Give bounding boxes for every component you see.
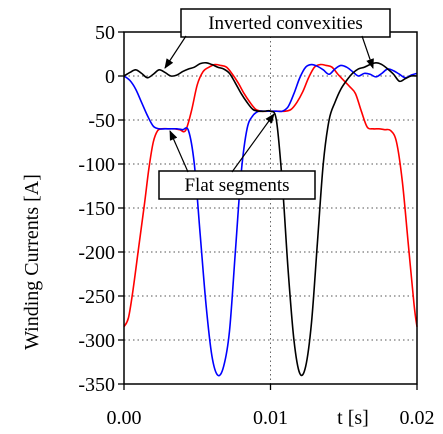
annotation-text: Flat segments bbox=[184, 175, 289, 196]
y-tick-label: -50 bbox=[88, 110, 115, 132]
annotation-arrow bbox=[169, 130, 189, 173]
annotation-text: Inverted convexities bbox=[208, 13, 363, 34]
x-tick-label: 0.00 bbox=[107, 407, 142, 429]
annotation-arrow bbox=[164, 35, 187, 69]
y-axis-title: Winding Currents [A] bbox=[21, 174, 43, 350]
annotation-flat-segments: Flat segments bbox=[158, 113, 316, 200]
annotation-box bbox=[180, 8, 391, 38]
axis-ticks: 50 0 -50 -100 -150 -200 -250 -300 -350 0.00 0.01 0.… bbox=[78, 22, 434, 429]
y-tick-label: -300 bbox=[78, 330, 115, 352]
annotation-arrow bbox=[361, 35, 374, 69]
y-tick-label: -350 bbox=[78, 374, 115, 396]
annotation-box bbox=[158, 170, 316, 200]
y-tick-label: 50 bbox=[95, 22, 115, 44]
x-unit-label: t [s] bbox=[337, 407, 369, 429]
x-tick-label: 0.02 bbox=[400, 407, 435, 429]
y-tick-label: -200 bbox=[78, 242, 115, 264]
x-tick-label: 0.01 bbox=[253, 407, 288, 429]
y-tick-label: 0 bbox=[105, 66, 115, 88]
y-tick-label: -100 bbox=[78, 154, 115, 176]
annotation-inverted-convexities: Inverted convexities bbox=[164, 8, 391, 69]
y-tick-label: -150 bbox=[78, 198, 115, 220]
grid-lines bbox=[124, 32, 417, 384]
annotation-arrow bbox=[231, 113, 275, 173]
y-tick-label: -250 bbox=[78, 286, 115, 308]
